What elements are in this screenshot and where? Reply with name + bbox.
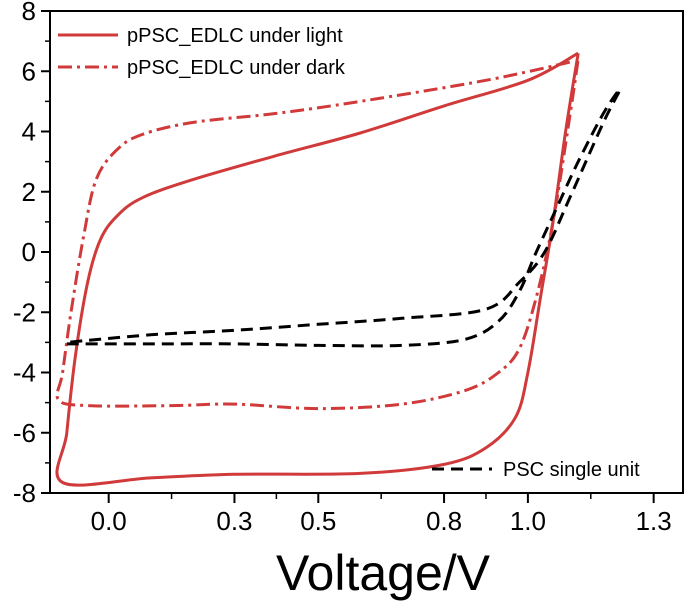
x-tick-label: 1.3 [636, 506, 672, 536]
series-line-2 [66, 87, 622, 348]
y-tick-label: -6 [13, 418, 36, 448]
x-tick-label: 1.0 [510, 506, 546, 536]
plot-frame [49, 10, 684, 494]
series-line-1 [55, 58, 580, 411]
legend-bottom: PSC single unit [432, 459, 640, 481]
y-tick-label: -4 [13, 358, 36, 388]
x-tick-label: 0.8 [426, 506, 462, 536]
x-tick-label: 0.5 [300, 506, 336, 536]
y-tick-label: -2 [13, 297, 36, 327]
legend-label-psc: PSC single unit [503, 459, 640, 481]
x-tick-label: 0.0 [91, 506, 127, 536]
y-axis: -8 -6 -4 -2 0 2 4 6 8 [13, 0, 50, 508]
series-layer [55, 51, 622, 487]
x-tick-label: 0.3 [216, 506, 252, 536]
minor-ticks [45, 40, 592, 499]
legend-label-dark: pPSC_EDLC under dark [127, 57, 346, 79]
y-tick-label: 2 [22, 177, 36, 207]
y-tick-label: 6 [22, 56, 36, 86]
x-axis: 0.0 0.3 0.5 0.8 1.0 1.3 [91, 493, 672, 536]
legend-label-light: pPSC_EDLC under light [127, 25, 343, 47]
y-tick-label: -8 [13, 478, 36, 508]
y-tick-label: 8 [22, 0, 36, 26]
y-tick-label: 4 [22, 117, 36, 147]
y-tick-label: 0 [22, 237, 36, 267]
x-axis-title: Voltage/V [276, 545, 491, 601]
legend-top: pPSC_EDLC under light pPSC_EDLC under da… [58, 25, 346, 79]
series-line-0 [55, 51, 580, 487]
